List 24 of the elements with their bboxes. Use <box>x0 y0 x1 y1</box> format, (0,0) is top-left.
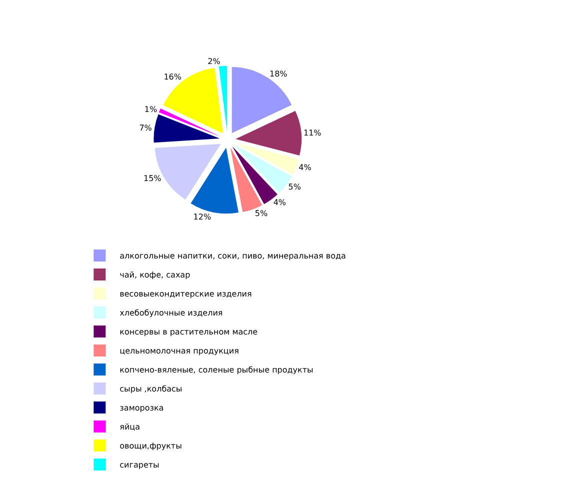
legend-label: алкогольные напитки, соки, пиво, минеральная вода <box>120 252 346 261</box>
data-label: 5% <box>288 182 302 192</box>
legend-label: копчено-вяленые, соленые рыбные продукты <box>120 366 314 375</box>
data-label: 15% <box>144 174 162 184</box>
legend-label: сыры ,колбасы <box>120 384 182 394</box>
legend-label: яйца <box>120 422 140 432</box>
legend-label: весовыекондитерские изделия <box>120 290 252 299</box>
data-label: 11% <box>303 128 322 138</box>
legend-label: чай, кофе, сахар <box>120 270 190 280</box>
data-label: 18% <box>269 70 288 79</box>
data-label: 4% <box>298 163 312 172</box>
legend-label: хлебобулочные изделия <box>120 308 223 318</box>
data-label: 1% <box>144 105 158 114</box>
data-label: 12% <box>193 212 212 222</box>
data-label: 4% <box>273 198 286 208</box>
legend-label: цельномолочная продукция <box>120 346 240 356</box>
legend-label: овощи,фрукты <box>120 442 182 451</box>
legend-label: сигареты <box>120 460 160 470</box>
legend-label: консервы в растительном масле <box>120 328 258 337</box>
data-label: 5% <box>254 208 268 218</box>
data-label: 2% <box>208 56 221 66</box>
data-label: 16% <box>164 72 182 82</box>
legend-label: заморозка <box>120 404 164 413</box>
data-label: 7% <box>139 124 152 133</box>
